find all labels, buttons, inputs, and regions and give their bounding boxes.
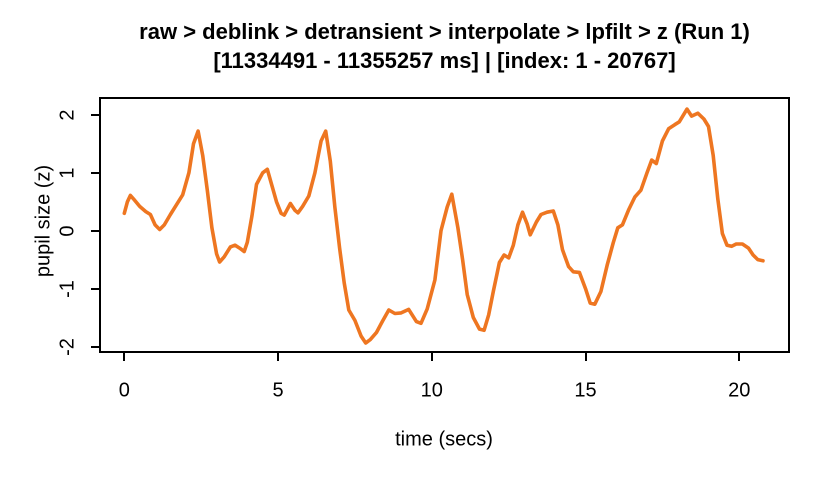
x-tick-mark <box>430 353 433 361</box>
x-tick-label: 5 <box>272 379 284 402</box>
y-tick-mark <box>91 229 99 232</box>
y-tick-label: 0 <box>56 225 79 237</box>
y-tick-label: 1 <box>56 167 79 179</box>
x-tick-label: 0 <box>118 379 130 402</box>
x-axis-label: time (secs) <box>395 428 493 451</box>
x-tick-mark <box>584 353 587 361</box>
x-tick-label: 10 <box>420 379 443 402</box>
y-tick-mark <box>91 113 99 116</box>
y-tick-mark <box>91 287 99 290</box>
chart-subtitle: [11334491 - 11355257 ms] | [index: 1 - 2… <box>213 48 676 73</box>
x-tick-mark <box>277 353 280 361</box>
y-tick-mark <box>91 171 99 174</box>
x-tick-label: 20 <box>728 379 751 402</box>
y-tick-label: -2 <box>56 337 79 356</box>
y-tick-label: 2 <box>56 109 79 121</box>
x-tick-label: 15 <box>574 379 597 402</box>
y-tick-mark <box>91 345 99 348</box>
y-axis-label: pupil size (z) <box>32 164 55 278</box>
chart-title-block: raw > deblink > detransient > interpolat… <box>99 17 790 75</box>
x-tick-mark <box>123 353 126 361</box>
plot-area-border <box>99 97 790 353</box>
y-tick-label: -1 <box>56 279 79 298</box>
chart-title: raw > deblink > detransient > interpolat… <box>139 19 750 44</box>
x-tick-mark <box>738 353 741 361</box>
